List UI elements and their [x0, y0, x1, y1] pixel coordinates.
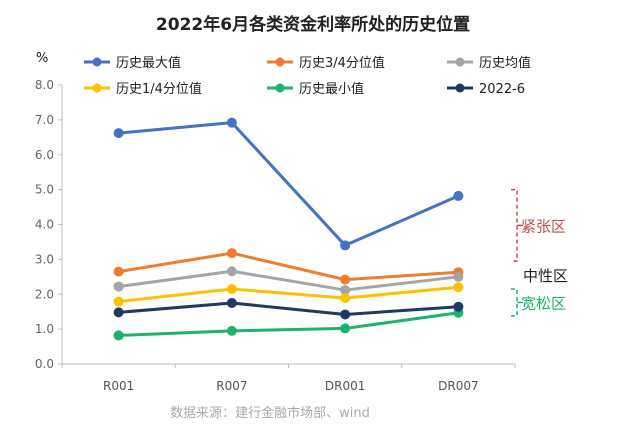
legend-label: 历史最小值 [299, 81, 364, 97]
series-line [118, 285, 459, 304]
data-point [340, 309, 351, 320]
series-layer [113, 117, 464, 341]
series-line [118, 301, 459, 316]
y-tick-label: 4.0 [35, 218, 54, 232]
legend-label: 历史均值 [479, 55, 531, 71]
axes: 0.0 1.0 2.0 3.0 4.0 5.0 6.0 7.0 8.0 R001 R007 DR001… [35, 78, 516, 393]
chart-title: 2022年6月各类资金利率所处的历史位置 [156, 14, 470, 35]
legend-swatch-marker [455, 83, 465, 93]
y-tick-label: 5.0 [35, 183, 54, 197]
series-line [118, 121, 459, 247]
y-axis-unit: % [36, 51, 48, 66]
data-point [226, 248, 237, 259]
x-tick-label: R007 [216, 379, 247, 393]
y-tick-label: 2.0 [35, 287, 54, 301]
loose-zone-bracket [511, 288, 518, 317]
data-point [340, 274, 351, 285]
neutral-zone-label: 中性区 [523, 267, 568, 285]
legend-item: 历史3/4分位值 [267, 55, 385, 71]
data-point [340, 323, 351, 334]
data-point [340, 240, 351, 251]
data-point [453, 271, 464, 282]
x-tick-label: R001 [103, 379, 134, 393]
data-point [113, 307, 124, 318]
legend-swatch-marker [92, 57, 102, 67]
series-line [118, 311, 459, 337]
y-tick-label: 7.0 [35, 113, 54, 127]
data-point [113, 281, 124, 292]
y-tick-label: 1.0 [35, 322, 54, 336]
x-tick-label: DR001 [325, 379, 365, 393]
legend-swatch-marker [275, 57, 285, 67]
legend-item: 2022-6 [447, 82, 525, 97]
legend-swatch-marker [455, 57, 465, 67]
series-6 [113, 297, 464, 320]
source-note: 数据来源：建行金融市场部、wind [170, 405, 370, 421]
legend-label: 历史3/4分位值 [299, 55, 385, 71]
data-point [453, 190, 464, 201]
legend-label: 历史1/4分位值 [116, 81, 202, 97]
data-point [453, 301, 464, 312]
series-1 [113, 117, 464, 251]
legend-label: 历史最大值 [116, 55, 181, 71]
tension-zone-bracket [511, 188, 518, 262]
legend-swatch-marker [92, 83, 102, 93]
legend-item: 历史1/4分位值 [84, 81, 202, 97]
legend-label: 2022-6 [479, 82, 525, 97]
data-point [113, 128, 124, 139]
y-tick-label: 6.0 [35, 148, 54, 162]
y-tick-label: 8.0 [35, 78, 54, 92]
data-point [113, 296, 124, 307]
data-point [226, 297, 237, 308]
data-point [453, 282, 464, 293]
data-point [113, 330, 124, 341]
series-line [118, 269, 459, 292]
data-point [340, 293, 351, 304]
y-tick-label: 3.0 [35, 252, 54, 266]
y-tick-label: 0.0 [35, 357, 54, 371]
data-point [226, 117, 237, 128]
loose-zone-label: 宽松区 [521, 294, 566, 312]
x-tick-label: DR007 [438, 379, 478, 393]
series-4 [113, 282, 464, 307]
legend-item: 历史最小值 [267, 81, 364, 97]
data-point [113, 266, 124, 277]
series-line [118, 251, 459, 282]
tension-zone-label: 紧张区 [521, 217, 566, 235]
legend-item: 历史最大值 [84, 55, 181, 71]
legend-swatch-marker [275, 83, 285, 93]
data-point [226, 325, 237, 336]
series-5 [113, 307, 464, 341]
data-point [226, 284, 237, 295]
data-point [226, 266, 237, 277]
legend-item: 历史均值 [447, 55, 531, 71]
